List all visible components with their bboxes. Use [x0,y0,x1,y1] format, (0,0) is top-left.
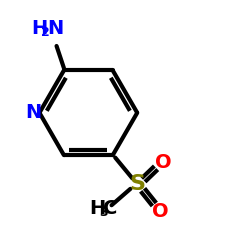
Text: O: O [154,153,171,172]
Text: 3: 3 [99,206,108,219]
Text: S: S [129,174,145,195]
Text: 2: 2 [41,26,50,39]
Text: N: N [47,20,64,38]
Text: H: H [89,200,105,218]
Text: N: N [25,103,42,122]
Text: H: H [31,20,48,38]
Text: O: O [152,202,168,221]
Text: C: C [103,200,118,218]
